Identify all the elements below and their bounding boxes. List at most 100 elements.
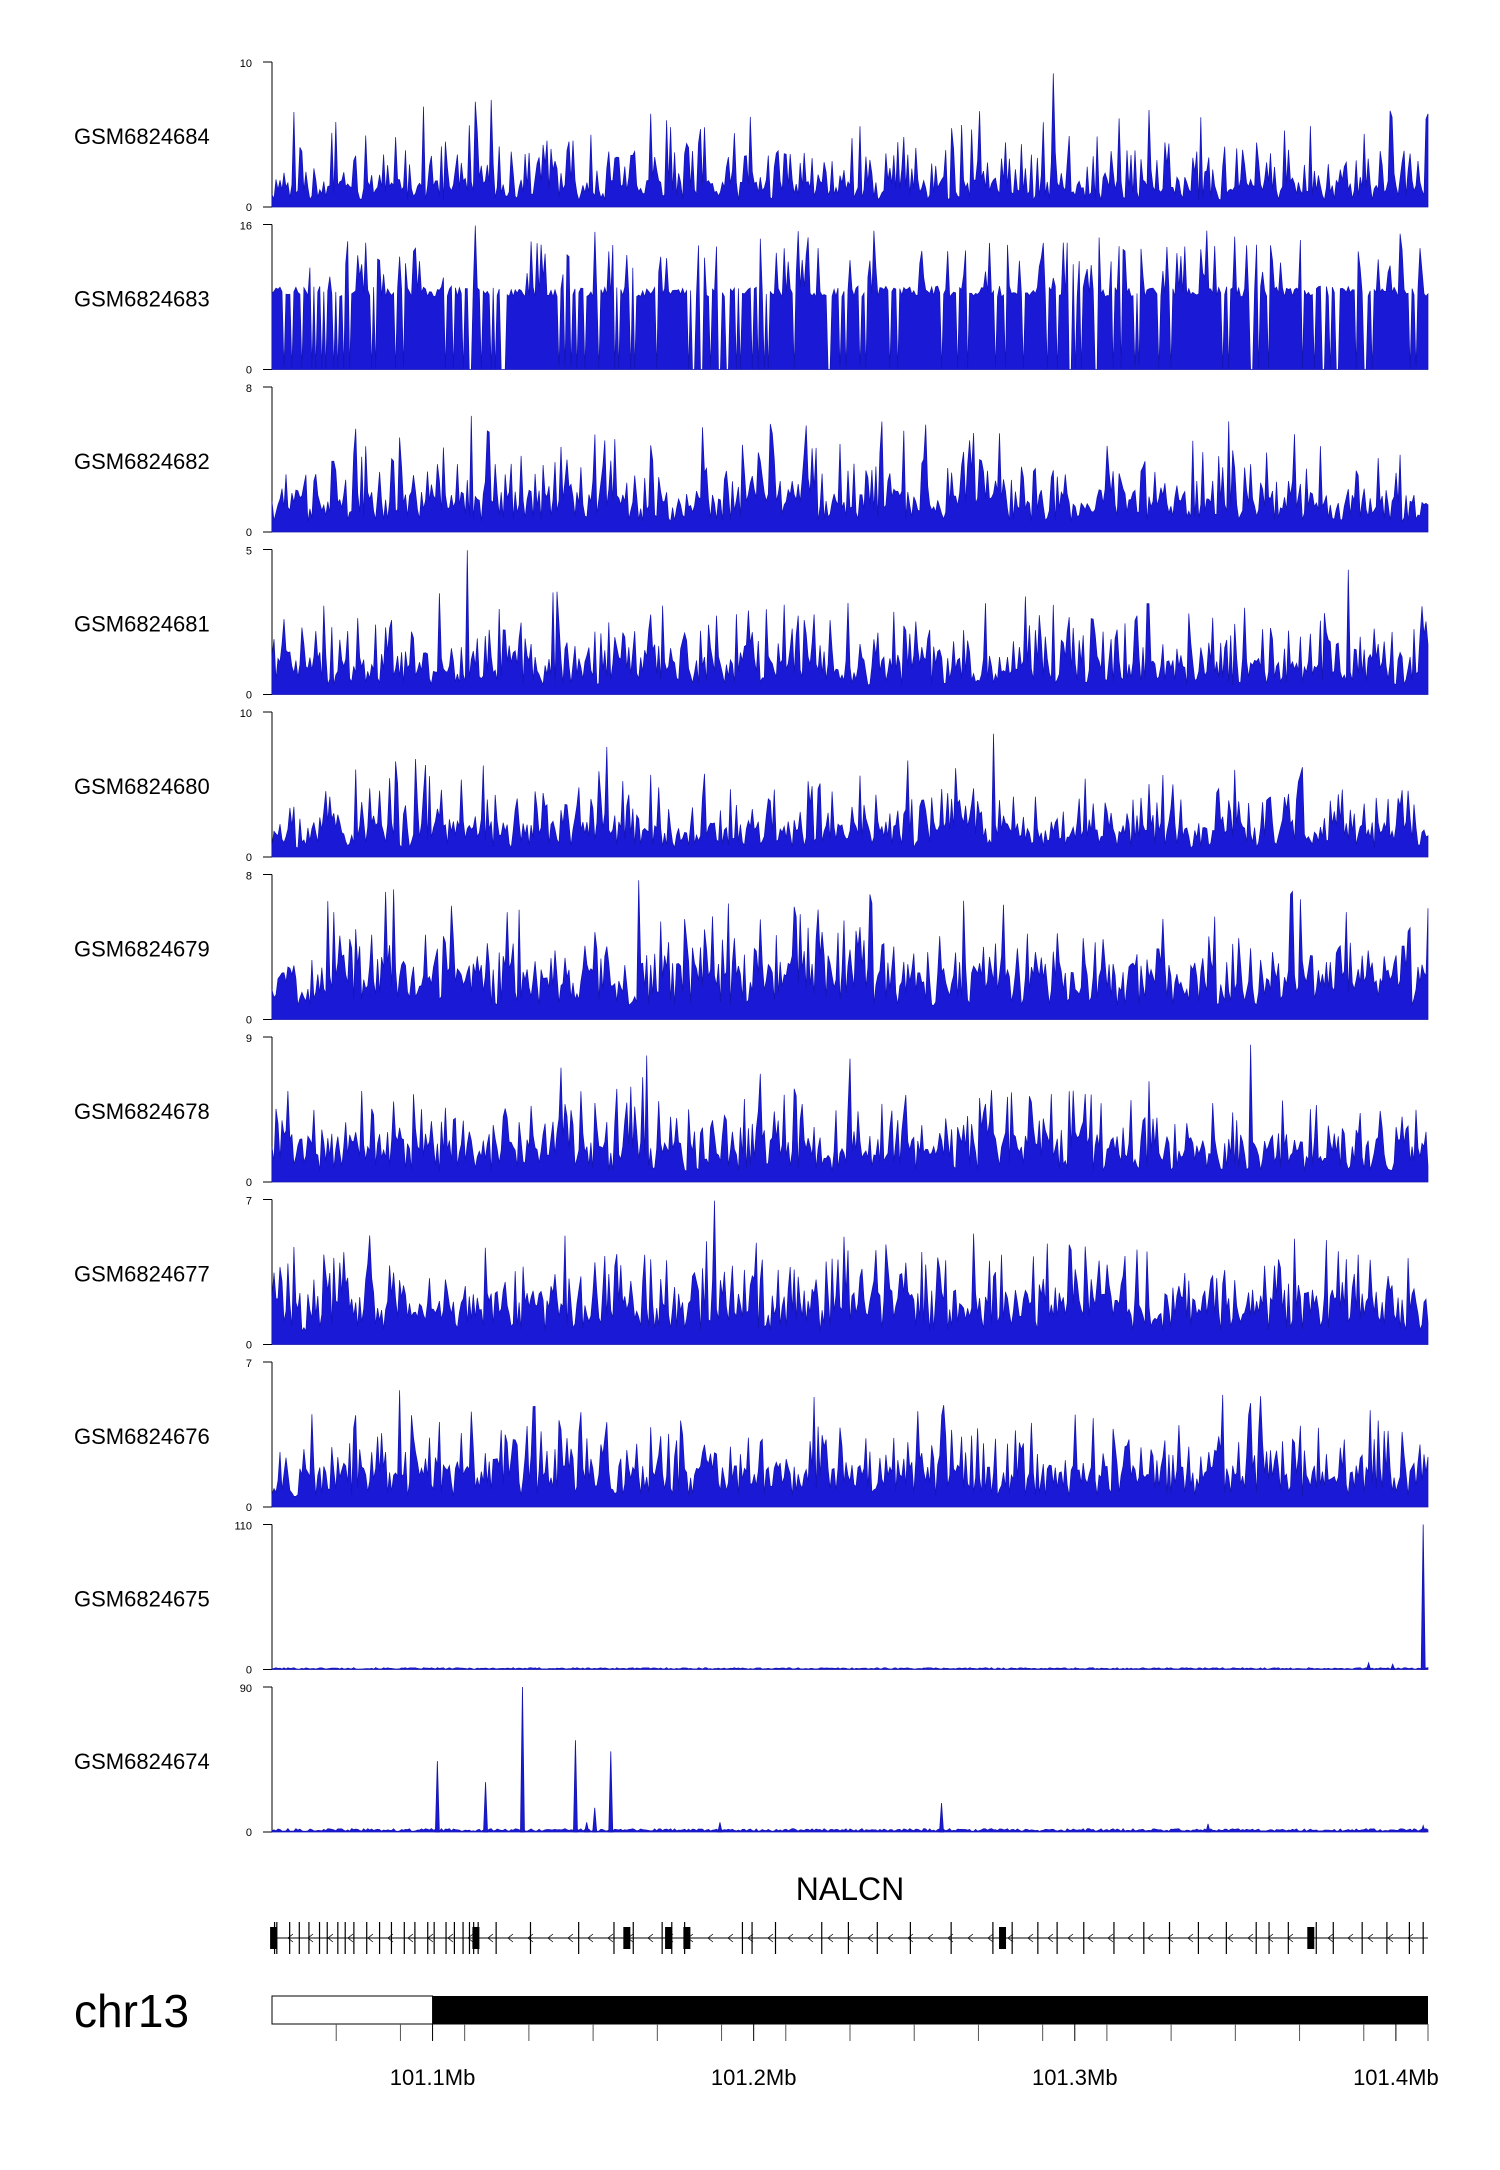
coverage-signal	[271, 880, 1429, 1020]
strand-arrow	[1127, 1933, 1134, 1943]
strand-arrow	[1047, 1933, 1054, 1943]
track-GSM6824682: GSM6824682 8 0	[74, 383, 1429, 539]
exon-thick	[1307, 1927, 1315, 1949]
strand-arrow	[547, 1933, 554, 1943]
track-label: GSM6824683	[74, 287, 210, 312]
track-GSM6824680: GSM6824680 10 0	[74, 708, 1429, 864]
coverage-signal	[271, 1200, 1429, 1345]
strand-arrow	[807, 1933, 814, 1943]
y-tick-max: 8	[246, 871, 252, 883]
coverage-signal	[271, 415, 1429, 533]
y-tick-min: 0	[246, 1340, 252, 1352]
strand-arrow	[1067, 1933, 1074, 1943]
coverage-signal	[271, 1044, 1429, 1183]
coverage-peak	[1390, 1663, 1396, 1670]
y-tick-min: 0	[246, 1827, 252, 1839]
coverage-peak	[939, 1802, 944, 1833]
y-tick-max: 10	[240, 58, 252, 70]
strand-arrow	[1367, 1933, 1374, 1943]
coverage-peak	[608, 1751, 614, 1833]
y-tick-max: 7	[246, 1358, 252, 1370]
coverage-tracks: GSM6824684100GSM6824683160GSM682468280GS…	[74, 58, 1429, 1839]
strand-arrow	[467, 1933, 474, 1943]
track-label: GSM6824675	[74, 1587, 210, 1612]
strand-arrow	[607, 1933, 614, 1943]
strand-arrow	[567, 1933, 574, 1943]
strand-arrow	[447, 1933, 454, 1943]
y-tick-min: 0	[246, 202, 252, 214]
track-label: GSM6824677	[74, 1262, 210, 1287]
strand-arrow	[747, 1933, 754, 1943]
strand-arrow	[287, 1933, 294, 1943]
y-tick-min: 0	[246, 852, 252, 864]
coverage-peak	[1420, 1524, 1426, 1670]
strand-arrow	[1347, 1933, 1354, 1943]
strand-arrow	[767, 1933, 774, 1943]
coverage-peak	[1366, 1661, 1372, 1670]
y-tick-min: 0	[246, 1177, 252, 1189]
coverage-signal	[271, 1390, 1429, 1508]
ideogram-light-band	[271, 1995, 434, 2025]
y-tick-min: 0	[246, 1015, 252, 1027]
coverage-signal	[271, 225, 1429, 370]
track-label: GSM6824684	[74, 124, 210, 149]
strand-arrow	[307, 1933, 314, 1943]
coverage-peak	[520, 1686, 525, 1833]
y-tick-max: 90	[240, 1683, 252, 1695]
x-tick-label: 101.2Mb	[711, 2065, 797, 2090]
strand-arrow	[727, 1933, 734, 1943]
strand-arrow	[1147, 1933, 1154, 1943]
genomic-coordinate-axis: 101.1Mb 101.2Mb 101.3Mb 101.4Mb	[272, 2023, 1439, 2090]
track-label: GSM6824680	[74, 774, 210, 799]
exon-thick	[999, 1927, 1007, 1949]
strand-arrow	[327, 1933, 334, 1943]
strand-arrow	[587, 1933, 594, 1943]
chromosome-label: chr13	[74, 1985, 189, 2037]
y-tick-max: 7	[246, 1196, 252, 1208]
y-tick-min: 0	[246, 690, 252, 702]
coverage-peak	[483, 1782, 488, 1833]
coverage-peak	[592, 1807, 598, 1833]
exon-thick	[665, 1927, 673, 1949]
strand-arrow	[887, 1933, 894, 1943]
track-label: GSM6824676	[74, 1424, 210, 1449]
strand-arrow	[967, 1933, 974, 1943]
coverage-peak	[717, 1822, 723, 1833]
track-label: GSM6824679	[74, 937, 210, 962]
coverage-peak	[1205, 1823, 1211, 1833]
strand-arrow	[487, 1933, 494, 1943]
coverage-peak	[573, 1740, 578, 1833]
track-label: GSM6824678	[74, 1099, 210, 1124]
exon-thick	[270, 1927, 278, 1949]
x-tick-label: 101.3Mb	[1032, 2065, 1118, 2090]
strand-arrow	[407, 1933, 414, 1943]
track-GSM6824683: GSM6824683 16 0	[74, 221, 1429, 377]
strand-arrow	[507, 1933, 514, 1943]
strand-arrow	[987, 1933, 994, 1943]
strand-arrow	[367, 1933, 374, 1943]
coverage-signal	[271, 1667, 1429, 1670]
track-label: GSM6824674	[74, 1749, 210, 1774]
ideogram-dark-band	[432, 1996, 1428, 2024]
x-tick-label: 101.1Mb	[390, 2065, 476, 2090]
exon-thick	[683, 1927, 691, 1949]
strand-arrow	[1167, 1933, 1174, 1943]
y-tick-min: 0	[246, 527, 252, 539]
strand-arrow	[1107, 1933, 1114, 1943]
y-tick-min: 0	[246, 365, 252, 377]
track-GSM6824676: GSM6824676 7 0	[74, 1358, 1429, 1514]
exon-thick	[623, 1927, 631, 1949]
strand-arrow	[527, 1933, 534, 1943]
y-tick-max: 10	[240, 708, 252, 720]
strand-arrow	[1407, 1933, 1414, 1943]
strand-arrow	[1327, 1933, 1334, 1943]
strand-arrow	[867, 1933, 874, 1943]
track-GSM6824674: GSM6824674 90 0	[74, 1683, 1429, 1839]
track-GSM6824684: GSM6824684 10 0	[74, 58, 1429, 214]
track-label: GSM6824682	[74, 449, 210, 474]
strand-arrow	[707, 1933, 714, 1943]
coverage-signal	[271, 733, 1429, 858]
strand-arrow	[1007, 1933, 1014, 1943]
coverage-peak	[1420, 1824, 1426, 1833]
